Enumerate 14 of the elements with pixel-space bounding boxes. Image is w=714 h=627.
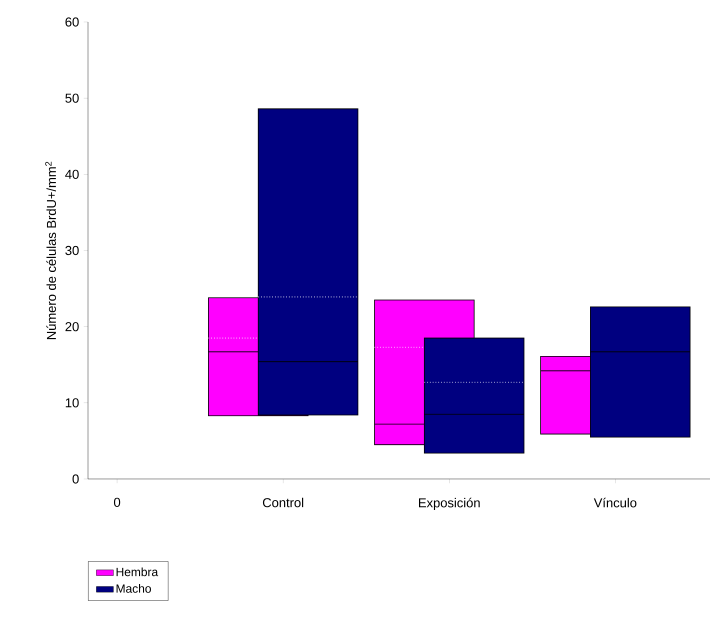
legend-label: Hembra: [116, 567, 158, 576]
x-tick-label: Control: [262, 498, 304, 508]
y-tick-label: 0: [72, 474, 79, 484]
y-axis-title: Número de células BrdU+/mm$^{2}$: [45, 162, 56, 340]
y-tick-label: 20: [65, 322, 79, 332]
y-tick-label: 60: [65, 17, 79, 27]
x-tick-label: Exposición: [419, 498, 480, 510]
x-tick-label: Vínculo: [594, 498, 636, 508]
y-tick-label: 10: [66, 398, 79, 408]
legend-label: Macho: [116, 584, 151, 593]
x-tick-label: 0: [114, 498, 120, 507]
y-tick-label: 40: [65, 170, 79, 179]
y-tick-label: 50: [65, 94, 79, 103]
y-tick-label: 30: [65, 246, 79, 256]
